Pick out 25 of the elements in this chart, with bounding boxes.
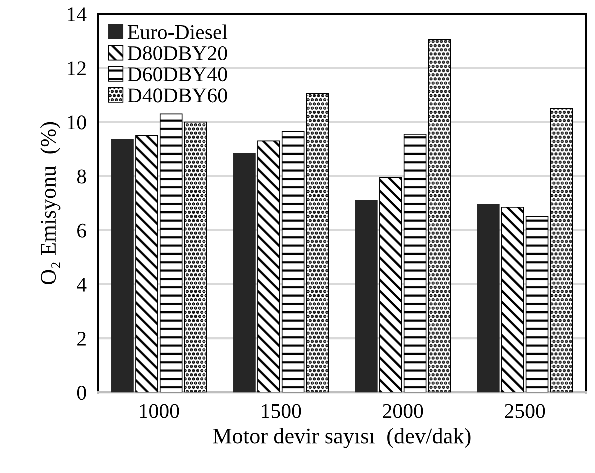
y-tick-label: 12 [68, 62, 86, 76]
bar [111, 140, 134, 393]
x-tick-label: 2500 [505, 404, 546, 418]
bar [550, 108, 574, 393]
legend-label: D80DBY20 [128, 46, 228, 60]
x-axis-title: Motor devir sayısı (dev/dak) [213, 428, 471, 448]
y-tick-label: 10 [68, 116, 86, 130]
bar [233, 153, 256, 393]
x-tick-label: 1000 [140, 404, 180, 418]
legend-label: D60DBY40 [128, 68, 228, 82]
bar [477, 204, 500, 393]
y-tick-label: 2 [78, 332, 86, 346]
bar [428, 39, 452, 393]
y-tick-label: 8 [77, 170, 86, 184]
y-tick-label: 6 [78, 224, 86, 238]
x-tick-label: 1500 [262, 404, 302, 418]
y-tick-label: 4 [77, 278, 87, 292]
legend-label: Euro-Diesel [128, 24, 228, 40]
y-axis-title: O₂ Emisyonu (%) [40, 122, 61, 284]
bar [306, 94, 330, 393]
x-tick-label: 2000 [383, 404, 424, 418]
bar [355, 200, 378, 393]
y-tick-label: 0 [77, 386, 86, 400]
legend-label: D40DBY60 [128, 88, 228, 103]
y-tick-label: 14 [68, 8, 87, 22]
